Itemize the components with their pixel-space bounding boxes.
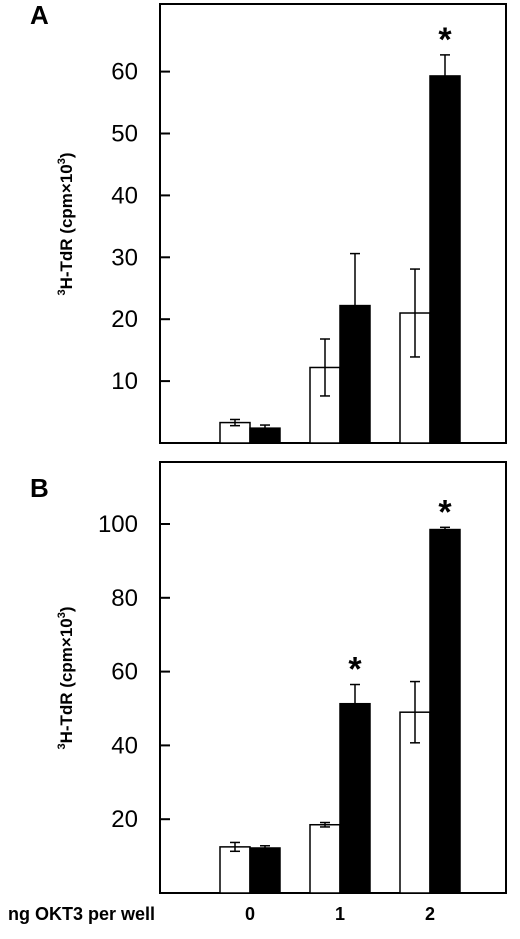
white-bar [219,846,251,894]
panel-b-bars: ** [219,493,461,894]
panel-a-y-axis-label: 3H-TdR (cpm×103) [56,152,76,295]
panel-b-letter: B [30,473,49,503]
white-bar [309,823,341,894]
black-bar [249,427,281,444]
black-bar [339,304,371,444]
y-tick-label: 40 [111,732,138,759]
panel-a-letter: A [30,0,49,30]
panel-b-y-ticks: 20 40 60 80 100 [98,511,170,833]
x-category-labels: 0 1 2 [245,904,435,924]
black-bar [429,528,461,894]
panel-a-y-ticks: 10 20 30 40 50 60 [111,59,170,395]
x-axis-label: ng OKT3 per well [8,904,155,924]
white-bar [399,312,431,444]
x-category-label: 2 [425,904,435,924]
y-tick-label: 30 [111,244,138,271]
significance-star: * [438,21,452,59]
y-tick-label: 60 [111,59,138,86]
y-tick-label: 20 [111,806,138,833]
black-bar [429,75,461,444]
y-tick-label: 40 [111,182,138,209]
panel-a-bars: * [219,21,461,444]
significance-star: * [348,651,362,689]
significance-star: * [438,493,452,531]
panel-b-y-axis-label: 3H-TdR (cpm×103) [56,606,76,749]
y-tick-label: 100 [98,511,138,538]
y-tick-label: 20 [111,306,138,333]
black-bar [339,702,371,894]
panel-a: A 10 20 30 40 50 60 * 3H-TdR (cpm×103) [30,0,507,444]
y-tick-label: 60 [111,659,138,686]
y-tick-label: 10 [111,368,138,395]
y-tick-label: 80 [111,585,138,612]
x-category-label: 1 [335,904,345,924]
y-tick-label: 50 [111,121,138,148]
black-bar [249,847,281,894]
x-category-label: 0 [245,904,255,924]
